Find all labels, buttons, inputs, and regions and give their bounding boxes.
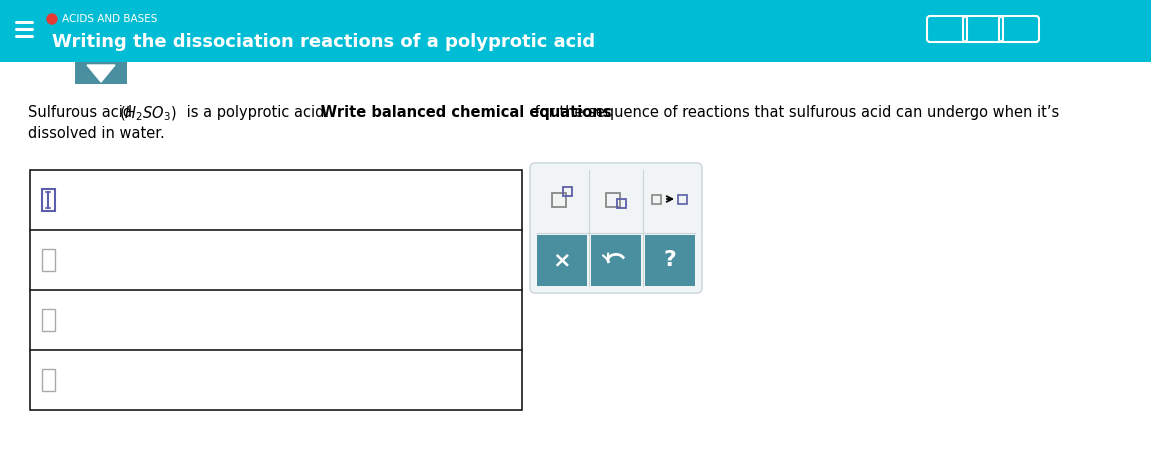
Circle shape: [47, 14, 58, 24]
Bar: [605, 193, 620, 207]
Bar: [645, 235, 695, 286]
Bar: [0, 0, 1151, 62]
Bar: [30, 170, 523, 410]
Text: ?: ?: [664, 250, 677, 270]
Text: ACIDS AND BASES: ACIDS AND BASES: [62, 14, 158, 24]
Bar: [41, 189, 55, 211]
Bar: [41, 369, 55, 391]
Polygon shape: [87, 65, 115, 82]
Bar: [552, 193, 566, 207]
Bar: [538, 235, 587, 286]
Text: dissolved in water.: dissolved in water.: [28, 126, 165, 141]
Bar: [563, 187, 572, 196]
Text: for the sequence of reactions that sulfurous acid can undergo when it’s: for the sequence of reactions that sulfu…: [531, 105, 1060, 120]
Text: is a polyprotic acid.: is a polyprotic acid.: [182, 105, 334, 120]
Bar: [41, 249, 55, 271]
Bar: [41, 309, 55, 331]
Text: $\left(H_2SO_3\right)$: $\left(H_2SO_3\right)$: [119, 105, 176, 124]
Bar: [75, 62, 127, 84]
Text: Write balanced chemical equations: Write balanced chemical equations: [321, 105, 611, 120]
Text: Writing the dissociation reactions of a polyprotic acid: Writing the dissociation reactions of a …: [52, 33, 595, 51]
Text: Sulfurous acid: Sulfurous acid: [28, 105, 137, 120]
Bar: [678, 195, 687, 204]
Bar: [617, 199, 626, 208]
Bar: [651, 195, 661, 204]
FancyBboxPatch shape: [529, 163, 702, 293]
Text: ×: ×: [552, 250, 571, 270]
Bar: [590, 235, 641, 286]
